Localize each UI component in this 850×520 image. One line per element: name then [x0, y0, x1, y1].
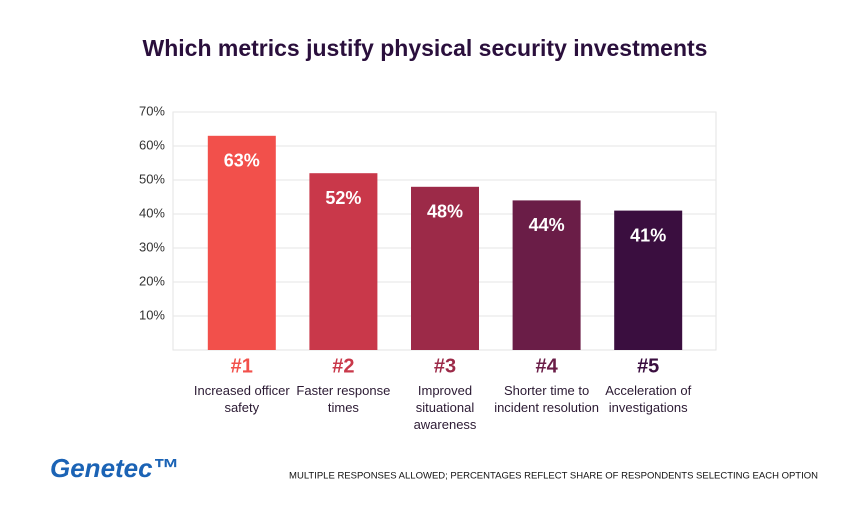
logo: Genetec™: [50, 453, 179, 483]
category-label: Improved situational awareness: [413, 383, 477, 432]
y-tick-label: 50%: [139, 171, 165, 186]
y-tick-label: 40%: [139, 205, 165, 220]
y-tick-label: 20%: [139, 273, 165, 288]
rank-label: #1: [231, 355, 253, 377]
footnote: MULTIPLE RESPONSES ALLOWED; PERCENTAGES …: [289, 471, 818, 482]
rank-label: #5: [637, 355, 659, 377]
category-label: Shorter time to incident resolution: [494, 383, 599, 415]
bar: [309, 173, 378, 350]
value-label: 41%: [630, 225, 666, 245]
y-tick-label: 30%: [139, 239, 165, 254]
value-label: 63%: [224, 151, 260, 171]
category-label: Increased officer safety: [193, 383, 290, 415]
bar: [411, 186, 479, 350]
value-label: 44%: [529, 215, 565, 235]
bar: [207, 135, 276, 350]
category-label: Acceleration of investigations: [605, 383, 692, 415]
value-label: 48%: [427, 202, 463, 222]
rank-label: #4: [535, 355, 558, 377]
y-tick-label: 70%: [139, 103, 165, 118]
bar: [614, 210, 683, 350]
bar: [512, 200, 581, 350]
rank-label: #3: [434, 355, 456, 377]
y-tick-label: 10%: [139, 307, 165, 322]
value-label: 52%: [325, 188, 361, 208]
rank-label: #2: [332, 355, 354, 377]
y-tick-label: 60%: [139, 137, 165, 152]
chart-title: Which metrics justify physical security …: [143, 35, 708, 61]
category-label: Faster response times: [296, 383, 391, 415]
